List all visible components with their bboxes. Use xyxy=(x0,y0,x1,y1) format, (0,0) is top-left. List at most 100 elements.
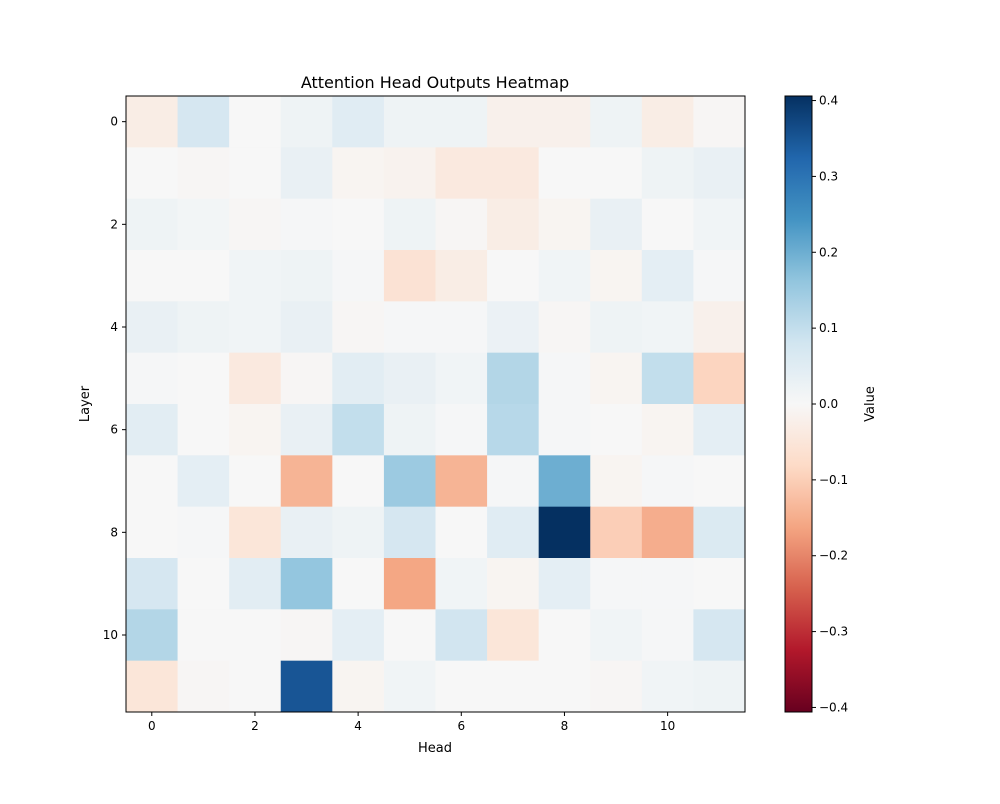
heatmap-cell-5-6 xyxy=(435,352,488,405)
heatmap-cell-1-5 xyxy=(383,147,436,200)
heatmap-cell-8-7 xyxy=(487,506,540,559)
heatmap-cell-9-8 xyxy=(538,558,591,610)
heatmap-cell-2-5 xyxy=(383,198,436,251)
heatmap-cell-6-8 xyxy=(538,404,591,456)
heatmap-cell-7-9 xyxy=(590,455,643,508)
heatmap-cell-11-9 xyxy=(590,660,643,713)
heatmap-cell-2-2 xyxy=(229,198,282,251)
heatmap-cell-9-11 xyxy=(693,558,746,610)
heatmap-cell-8-11 xyxy=(693,506,746,559)
heatmap-cell-3-2 xyxy=(229,250,282,302)
heatmap-cell-9-0 xyxy=(126,558,179,610)
heatmap-cell-10-11 xyxy=(693,609,746,662)
heatmap-cell-1-1 xyxy=(177,147,230,200)
heatmap-cell-9-5 xyxy=(383,558,436,610)
heatmap-cell-5-8 xyxy=(538,352,591,405)
colorbar-tick-label: −0.2 xyxy=(819,549,848,563)
heatmap-cell-0-9 xyxy=(590,96,643,148)
heatmap-cell-8-4 xyxy=(332,506,385,559)
y-tick-label: 6 xyxy=(110,423,118,437)
heatmap-cell-5-2 xyxy=(229,352,282,405)
colorbar-tick-label: −0.3 xyxy=(819,625,848,639)
heatmap-cell-1-7 xyxy=(487,147,540,200)
heatmap-cell-0-6 xyxy=(435,96,488,148)
heatmap-cell-2-3 xyxy=(280,198,333,251)
colorbar xyxy=(784,95,813,713)
heatmap-cell-4-8 xyxy=(538,301,591,354)
heatmap-cell-2-6 xyxy=(435,198,488,251)
heatmap-cell-4-11 xyxy=(693,301,746,354)
heatmap-cell-3-4 xyxy=(332,250,385,302)
heatmap-cell-0-1 xyxy=(177,96,230,148)
heatmap-cell-6-0 xyxy=(126,404,179,456)
heatmap-cell-0-11 xyxy=(693,96,746,148)
x-tick-label: 0 xyxy=(148,719,156,733)
heatmap-cell-3-11 xyxy=(693,250,746,302)
heatmap-cell-2-11 xyxy=(693,198,746,251)
colorbar-tick-label: 0.1 xyxy=(819,321,838,335)
heatmap-cell-8-5 xyxy=(383,506,436,559)
heatmap-cell-3-1 xyxy=(177,250,230,302)
heatmap-cell-0-8 xyxy=(538,96,591,148)
heatmap-cell-1-2 xyxy=(229,147,282,200)
heatmap-cell-4-0 xyxy=(126,301,179,354)
heatmap-cell-11-2 xyxy=(229,660,282,713)
heatmap-cell-10-2 xyxy=(229,609,282,662)
heatmap-cell-8-8 xyxy=(538,506,591,559)
heatmap-cell-11-11 xyxy=(693,660,746,713)
colorbar-ticks: 0.4 0.3 0.2 0.1 0.0 −0.1 −0.2 −0.3 −0.4 xyxy=(812,94,848,714)
heatmap-cell-6-4 xyxy=(332,404,385,456)
heatmap-cell-11-5 xyxy=(383,660,436,713)
heatmap-cell-8-1 xyxy=(177,506,230,559)
heatmap-cell-5-1 xyxy=(177,352,230,405)
heatmap-cell-0-7 xyxy=(487,96,540,148)
heatmap-cell-6-10 xyxy=(641,404,694,456)
heatmap-cell-10-0 xyxy=(126,609,179,662)
heatmap-cell-5-9 xyxy=(590,352,643,405)
heatmap-cell-0-3 xyxy=(280,96,333,148)
heatmap-cell-3-7 xyxy=(487,250,540,302)
heatmap-cell-9-1 xyxy=(177,558,230,610)
heatmap-cell-3-5 xyxy=(383,250,436,302)
heatmap-cell-8-2 xyxy=(229,506,282,559)
colorbar-tick-label: 0.3 xyxy=(819,169,838,183)
heatmap-cell-9-4 xyxy=(332,558,385,610)
heatmap-cell-5-4 xyxy=(332,352,385,405)
heatmap-cell-5-5 xyxy=(383,352,436,405)
heatmap-cell-2-8 xyxy=(538,198,591,251)
y-axis-label: Layer xyxy=(78,385,93,422)
heatmap-cell-4-9 xyxy=(590,301,643,354)
heatmap-cell-4-1 xyxy=(177,301,230,354)
heatmap-cell-1-0 xyxy=(126,147,179,200)
heatmap-cell-3-10 xyxy=(641,250,694,302)
heatmap-cell-10-3 xyxy=(280,609,333,662)
heatmap-cell-2-10 xyxy=(641,198,694,251)
heatmap-cell-8-6 xyxy=(435,506,488,559)
heatmap-cell-7-1 xyxy=(177,455,230,508)
x-tick-label: 2 xyxy=(251,719,259,733)
heatmap-cell-8-10 xyxy=(641,506,694,559)
heatmap-cell-7-7 xyxy=(487,455,540,508)
heatmap-cell-10-9 xyxy=(590,609,643,662)
heatmap-cell-5-0 xyxy=(126,352,179,405)
heatmap-cell-11-4 xyxy=(332,660,385,713)
heatmap-cell-0-2 xyxy=(229,96,282,148)
colorbar-tick-label: −0.4 xyxy=(819,700,848,714)
heatmap-cell-4-7 xyxy=(487,301,540,354)
heatmap-cell-11-7 xyxy=(487,660,540,713)
heatmap-cell-0-4 xyxy=(332,96,385,148)
plot-frame xyxy=(125,95,746,713)
heatmap-cell-10-4 xyxy=(332,609,385,662)
heatmap-cell-8-3 xyxy=(280,506,333,559)
heatmap-cell-11-8 xyxy=(538,660,591,713)
heatmap-cell-7-2 xyxy=(229,455,282,508)
heatmap-cell-7-8 xyxy=(538,455,591,508)
heatmap-cell-11-0 xyxy=(126,660,179,713)
x-tick-label: 6 xyxy=(457,719,465,733)
y-tick-label: 8 xyxy=(110,525,118,539)
heatmap-cell-1-3 xyxy=(280,147,333,200)
heatmap-cell-9-7 xyxy=(487,558,540,610)
heatmap-cell-10-6 xyxy=(435,609,488,662)
heatmap-cell-8-0 xyxy=(126,506,179,559)
